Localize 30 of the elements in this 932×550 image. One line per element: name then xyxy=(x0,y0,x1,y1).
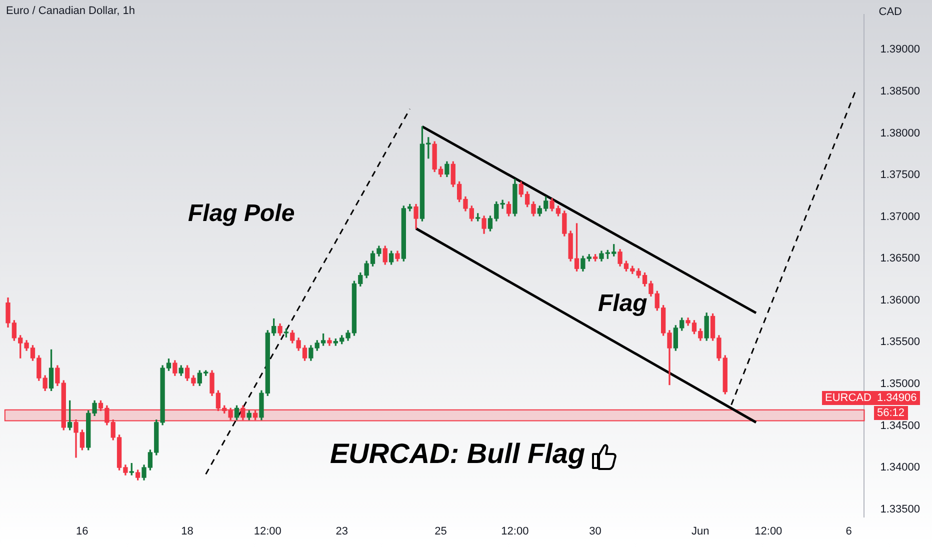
annotation: Flag xyxy=(598,290,648,318)
x-tick-label: 25 xyxy=(434,525,447,538)
x-tick-label: 30 xyxy=(589,525,602,538)
y-tick-label: 1.37500 xyxy=(880,169,920,182)
y-tick-label: 1.33500 xyxy=(880,503,920,516)
y-tick-label: 1.36500 xyxy=(880,252,920,265)
y-tick-label: 1.34500 xyxy=(880,420,920,432)
y-tick-label: 1.39000 xyxy=(880,44,920,56)
text: 1.34906 xyxy=(874,391,920,405)
chart-title: Euro / Canadian Dollar, 1h xyxy=(6,5,136,17)
text: 56:12 xyxy=(874,406,908,420)
x-tick-label: 12:00 xyxy=(754,525,782,538)
annotation: EURCAD xyxy=(822,391,874,405)
y-tick-label: 1.35000 xyxy=(880,378,920,390)
annotation: EURCAD: Bull Flag xyxy=(330,438,586,470)
y-tick-label: 1.36000 xyxy=(880,294,920,306)
x-tick-label: 12:00 xyxy=(254,525,282,538)
x-tick-label: 12:00 xyxy=(501,525,529,538)
y-axis-title: CAD xyxy=(878,6,902,18)
x-tick-label: 23 xyxy=(336,525,348,538)
y-tick-label: 1.38000 xyxy=(880,127,920,140)
y-tick-label: 1.37000 xyxy=(880,210,920,223)
x-tick-label: 6 xyxy=(846,525,852,538)
x-tick-label: 18 xyxy=(181,525,194,538)
x-tick-label: 16 xyxy=(76,525,88,538)
x-tick-label: Jun xyxy=(692,525,710,538)
y-tick-label: 1.38500 xyxy=(880,86,920,98)
annotation: Flag Pole xyxy=(188,200,295,228)
y-tick-label: 1.35500 xyxy=(880,336,920,348)
y-tick-label: 1.34000 xyxy=(880,462,920,474)
